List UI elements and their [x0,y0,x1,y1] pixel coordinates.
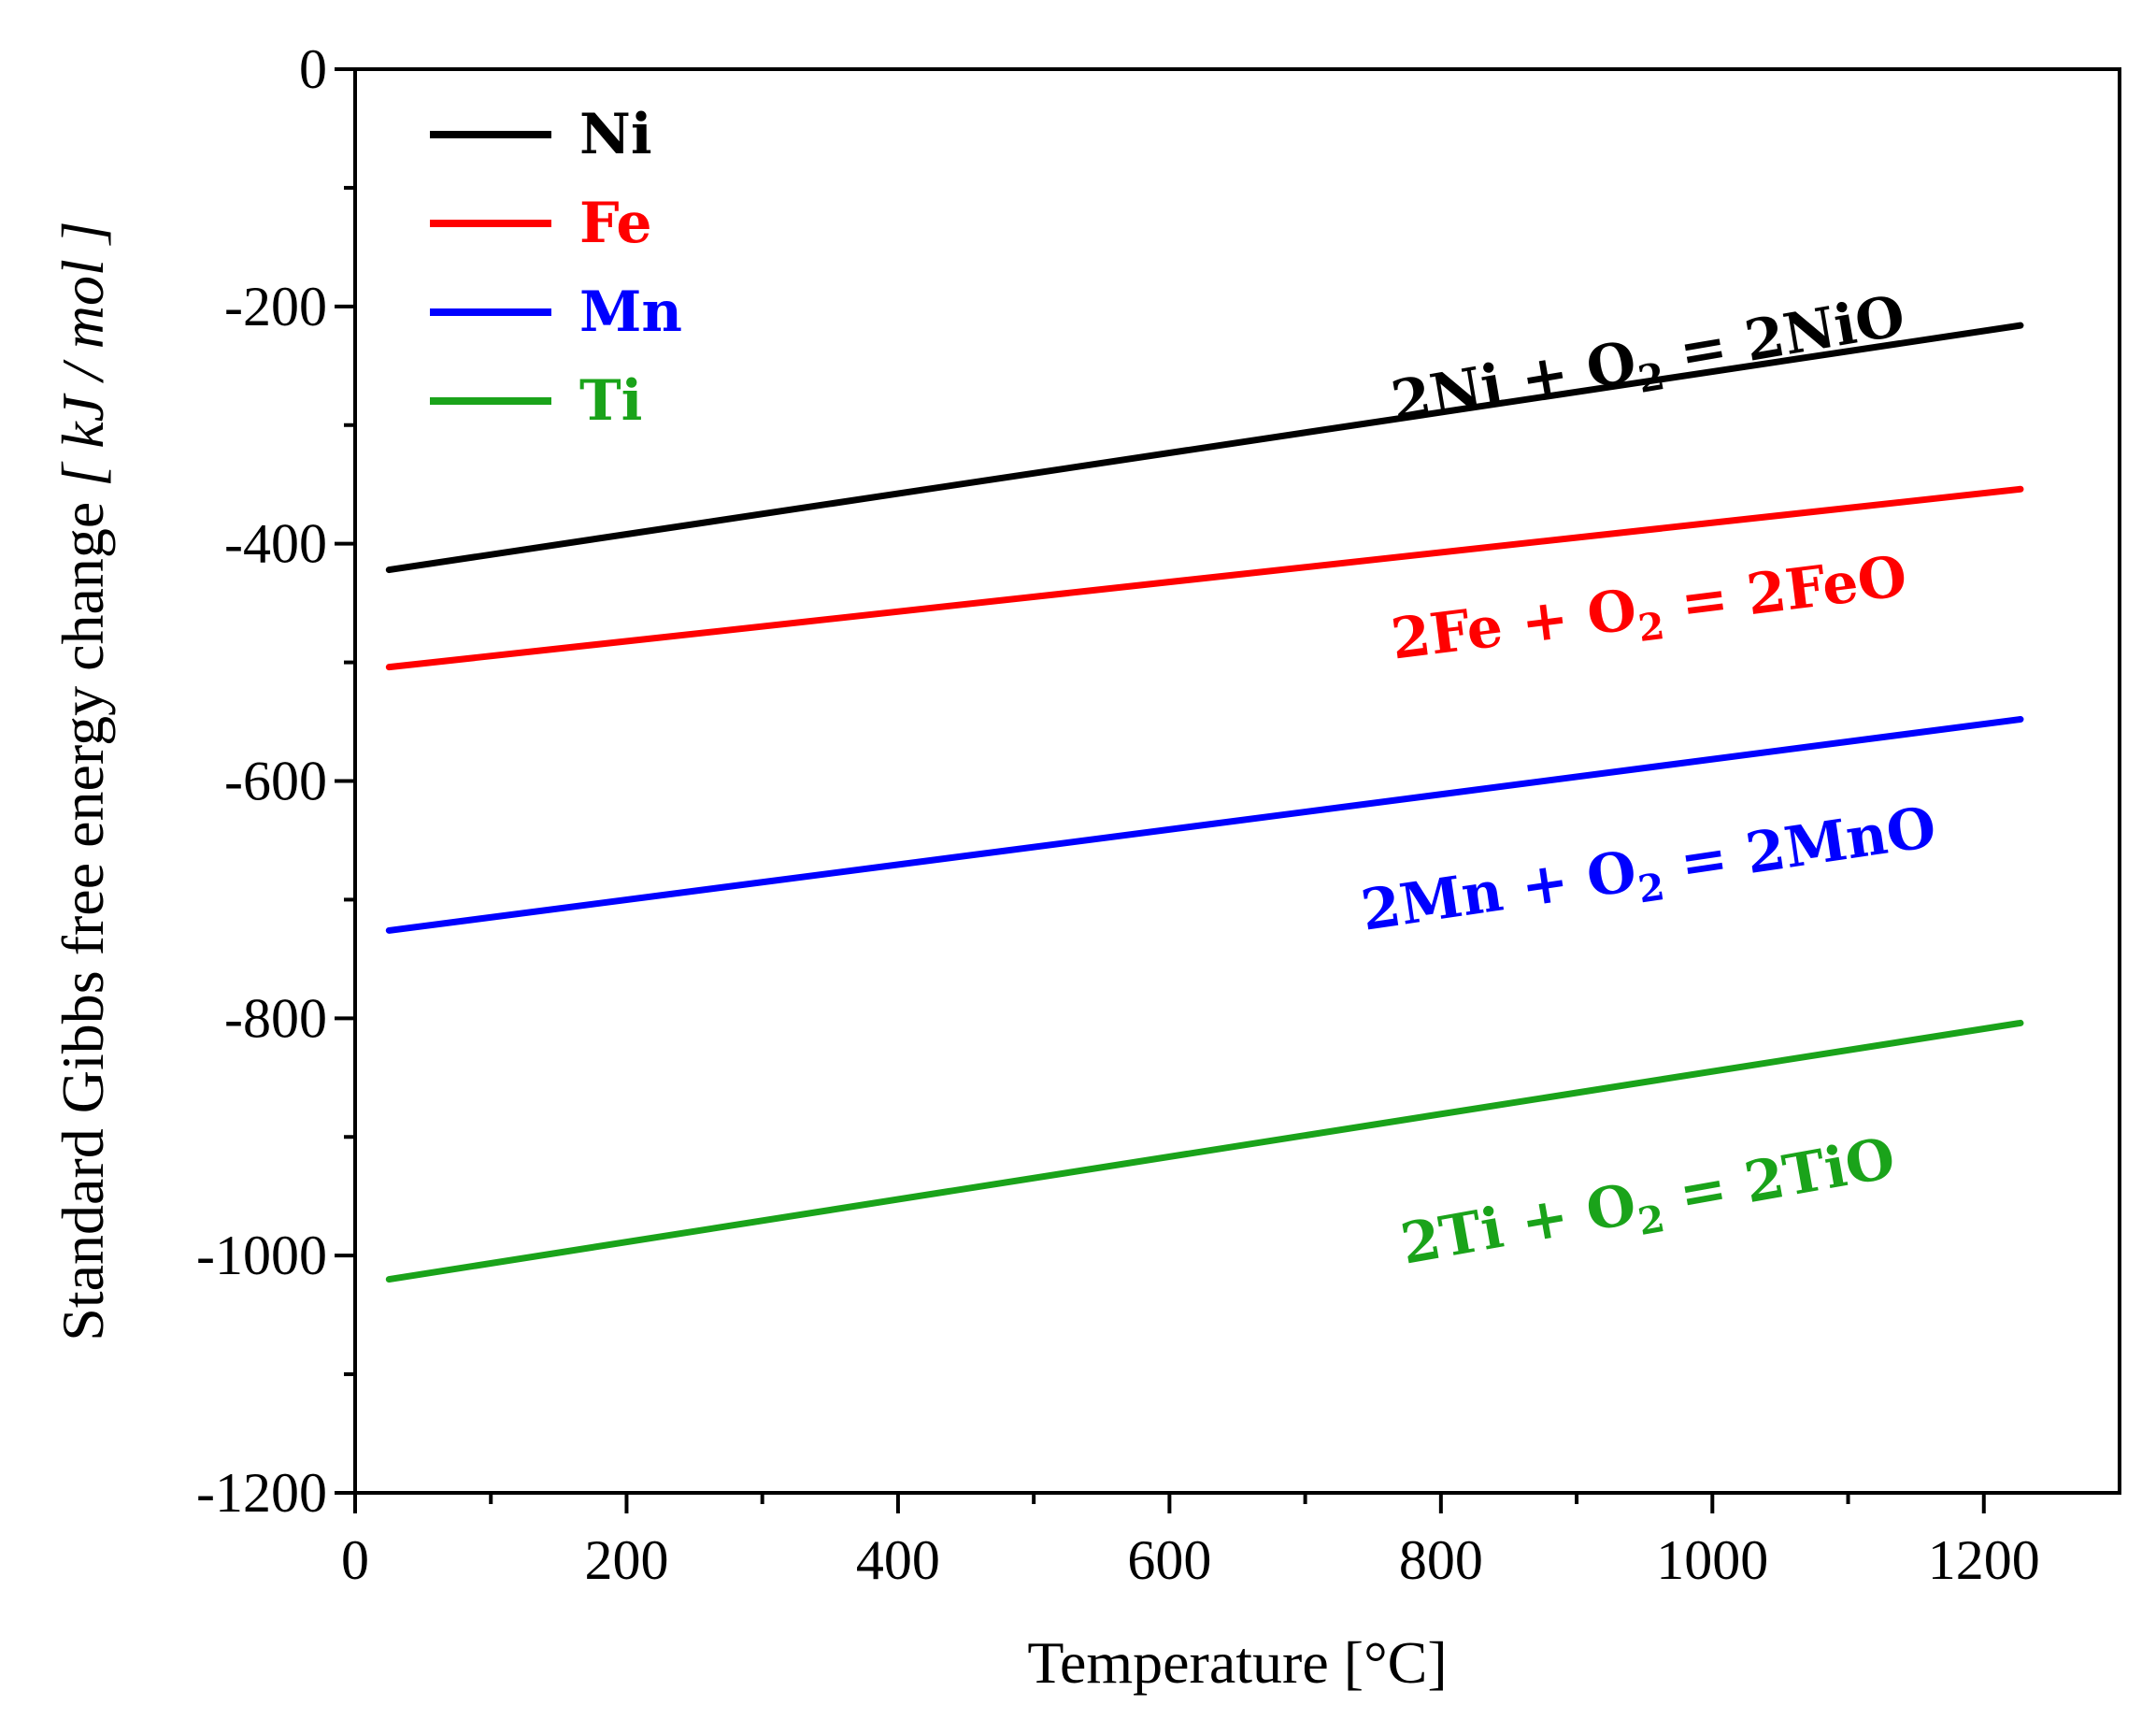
y-axis-title-text: Standard Gibbs free energy change [50,487,116,1341]
y-axis-title-unit: [ kJ / mol ] [50,221,116,486]
reaction-label-main: 2Ti + O [1396,1171,1641,1277]
reaction-label-subscript: 2 [1635,604,1666,651]
reaction-label-main: 2Ni + O [1387,329,1641,435]
reaction-label-fe: 2Fe + O2 = 2FeO [1388,544,1911,681]
series-line-ni [385,322,2024,574]
reaction-label-rest: = 2MnO [1657,795,1940,900]
reaction-label-ni: 2Ni + O2 = 2NiO [1387,283,1911,443]
reaction-label-ti: 2Ti + O2 = 2TiO [1396,1125,1901,1286]
reaction-label-rest: = 2TiO [1655,1125,1900,1231]
y-axis-title: Standard Gibbs free energy change [ kJ /… [50,221,116,1340]
x-tick-label: 1000 [1656,1529,1768,1591]
legend-label-ni: Ni [579,102,652,167]
reaction-label-main: 2Mn + O [1357,838,1640,944]
x-tick-label: 800 [1399,1529,1483,1591]
legend: Ni Fe Mn Ti [430,102,682,434]
x-tick-label: 1200 [1928,1529,2040,1591]
y-tick-label: -800 [224,987,327,1049]
y-tick-label: -400 [224,513,327,575]
reaction-label-rest: = 2FeO [1658,544,1910,639]
y-tick-label: -200 [224,276,327,337]
series-line-ti [385,1019,2024,1283]
legend-label-ti: Ti [579,368,642,434]
series-line-fe [385,485,2024,671]
y-tick-label: 0 [299,38,327,100]
y-tick-label: -600 [224,751,327,812]
x-tick-label: 600 [1127,1529,1211,1591]
legend-label-fe: Fe [579,191,652,256]
y-tick-label: -1200 [196,1462,327,1524]
series-lines [385,322,2024,1283]
reaction-label-mn: 2Mn + O2 = 2MnO [1357,795,1941,953]
x-tick-label: 400 [856,1529,940,1591]
legend-label-mn: Mn [579,280,682,345]
x-tick-label: 200 [584,1529,668,1591]
y-tick-label: -1000 [196,1225,327,1286]
reaction-label-subscript: 2 [1635,865,1667,912]
x-tick-label: 0 [341,1529,369,1591]
axes: 0 200 400 600 800 1000 1200 0 -200 -400 -600 -800 -1… [196,38,2121,1591]
x-axis-title: Temperature [°C] [1027,1629,1447,1696]
reaction-label-main: 2Fe + O [1388,578,1640,673]
series-line-mn [385,716,2024,934]
reaction-label-rest: = 2NiO [1655,283,1909,389]
